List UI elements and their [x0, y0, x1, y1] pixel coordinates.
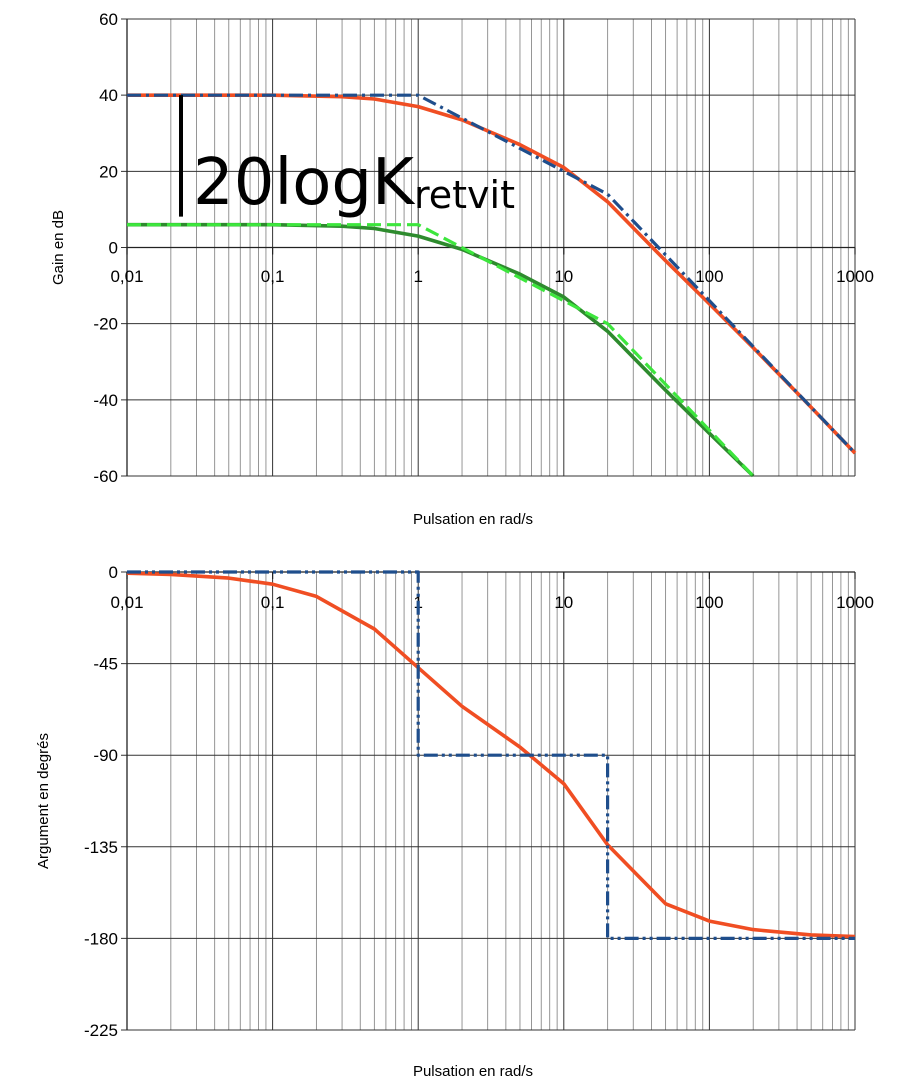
x-tick-label: 0,01 [110, 593, 143, 612]
y-tick-label: -20 [93, 315, 118, 334]
grid [121, 571, 856, 1031]
y-tick-label: -180 [84, 929, 118, 948]
y-tick-label: 20 [99, 162, 118, 181]
annotation-text: 20logKretvit [193, 146, 515, 220]
y-tick-label: -135 [84, 838, 118, 857]
gain-chart: 60 40 20 0 -20 -40 -60 0,01 0,1 1 10 100 1000 Pulsati… [50, 10, 874, 528]
x-tick-label: 10 [554, 267, 573, 286]
x-tick-label: 1000 [836, 593, 874, 612]
x-tick-label: 0,1 [261, 593, 285, 612]
annotation-subscript: retvit [414, 173, 515, 217]
series-line-3 [127, 222, 755, 478]
x-tick-label: 1 [413, 267, 422, 286]
y-tick-label: -45 [93, 655, 118, 674]
y-axis-title: Gain en dB [50, 210, 67, 285]
x-tick-label: 100 [695, 267, 723, 286]
x-tick-label: 10 [554, 593, 573, 612]
y-tick-label: 0 [109, 563, 118, 582]
x-axis-title: Pulsation en rad/s [413, 1063, 533, 1080]
series-line-2 [127, 570, 855, 941]
y-tick-label: -40 [93, 391, 118, 410]
y-tick-label: 60 [99, 10, 118, 29]
y-tick-label: -90 [93, 746, 118, 765]
y-tick-label: 40 [99, 86, 118, 105]
x-tick-label: 0,01 [110, 267, 143, 286]
x-tick-label: 100 [695, 593, 723, 612]
y-tick-label: -60 [93, 467, 118, 486]
series-line-2 [127, 93, 857, 455]
series-line-1 [126, 571, 856, 939]
series-line-4 [127, 223, 755, 478]
x-tick-label: 1000 [836, 267, 874, 286]
y-tick-label: 0 [109, 239, 118, 258]
y-tick-label: -225 [84, 1021, 118, 1040]
annotation-main: 20logK [193, 146, 416, 220]
y-axis-title: Argument en degrés [35, 733, 52, 869]
x-axis-title: Pulsation en rad/s [413, 511, 533, 528]
x-tick-label: 0,1 [261, 267, 285, 286]
